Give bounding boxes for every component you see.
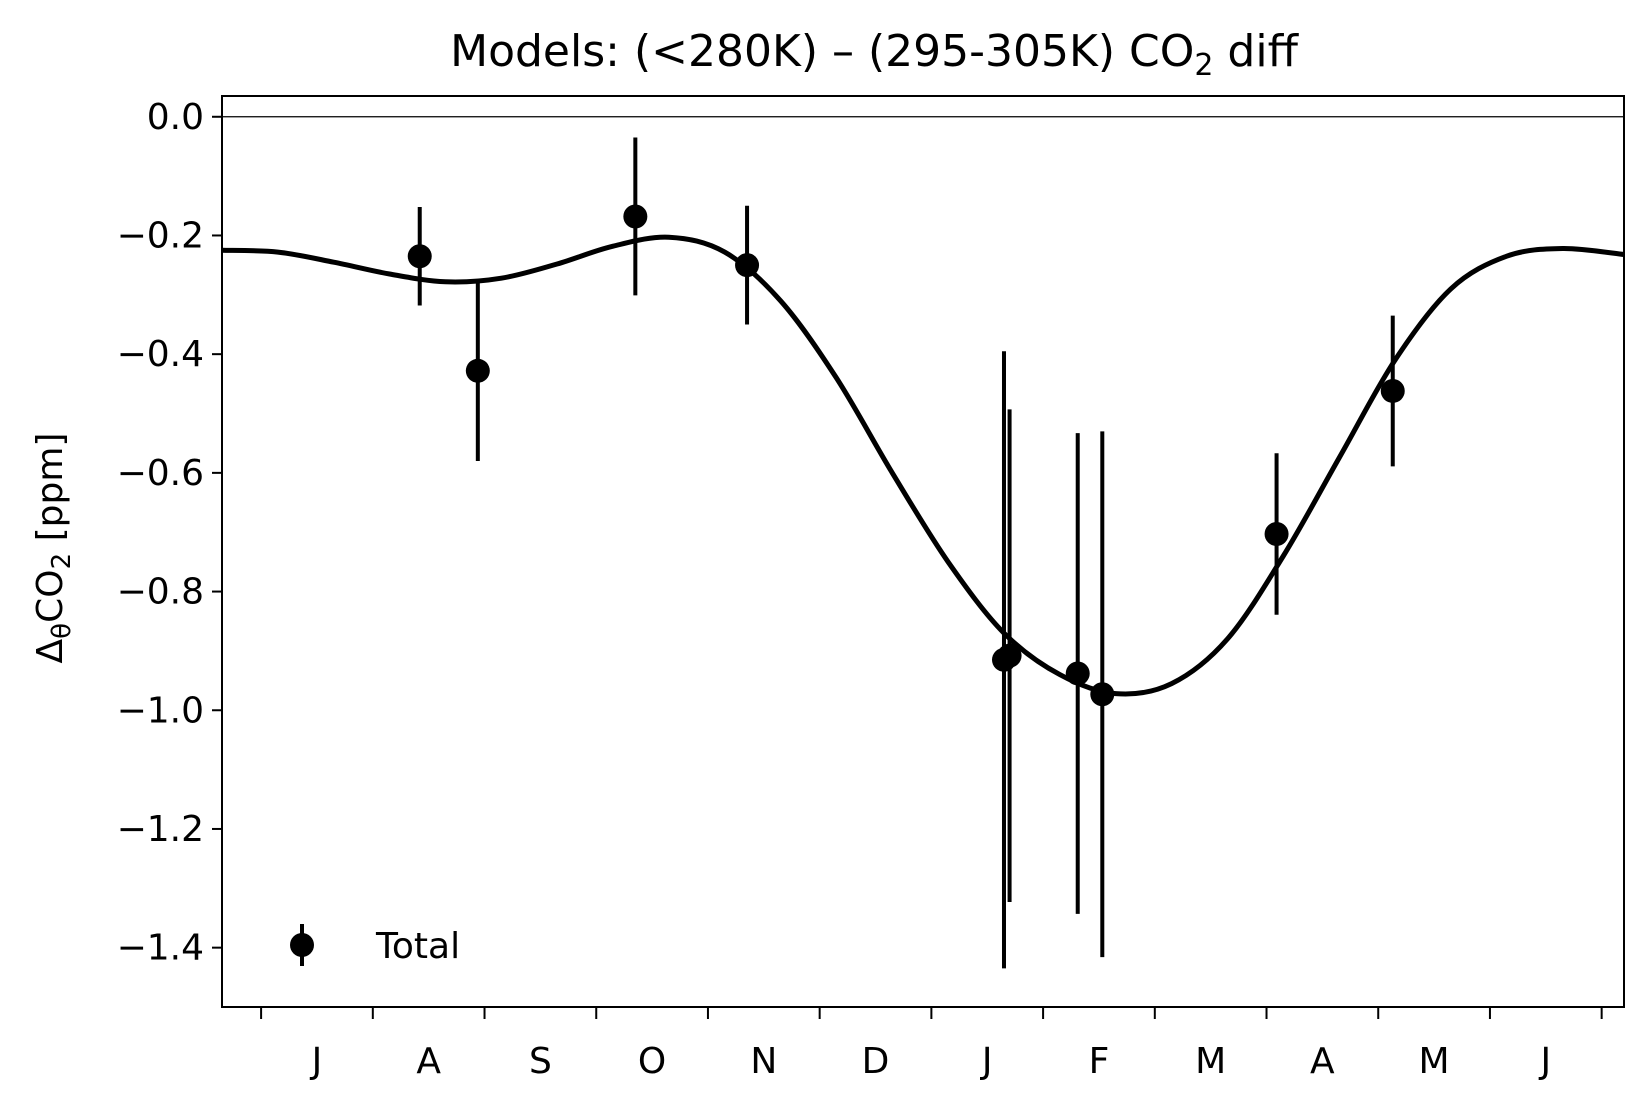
y-tick-label: −0.8: [117, 572, 204, 613]
data-points: [407, 137, 1405, 969]
x-tick-label: D: [862, 1041, 890, 1082]
x-tick-label: A: [416, 1041, 441, 1082]
x-tick-label: A: [1310, 1041, 1335, 1082]
data-point: [623, 204, 648, 229]
data-point: [407, 244, 432, 269]
x-tick-label: S: [529, 1041, 552, 1082]
x-tick-label: F: [1089, 1041, 1110, 1082]
y-tick-label: −1.2: [117, 809, 204, 850]
y-tick-label: −0.6: [117, 453, 204, 494]
x-tick-label: J: [1538, 1041, 1551, 1082]
data-point: [997, 643, 1022, 668]
data-point: [1264, 521, 1289, 546]
fit-curve: [221, 234, 1625, 697]
legend: Total: [290, 924, 460, 967]
x-tick-label: J: [980, 1041, 993, 1082]
y-tick-label: −1.4: [117, 928, 204, 969]
x-tick-label: N: [750, 1041, 777, 1082]
data-point: [735, 253, 760, 278]
x-tick-label: M: [1419, 1041, 1450, 1082]
x-tick-label: O: [638, 1041, 666, 1082]
data-point: [1380, 378, 1405, 403]
y-ticks: 0.0 −0.2 −0.4 −0.6 −0.8 −1.0 −1.2 −1.4: [117, 97, 222, 969]
x-tick-label: M: [1195, 1041, 1226, 1082]
y-tick-label: −0.2: [117, 215, 204, 256]
chart-title: Models: (<280K) – (295-305K) CO2 diff: [450, 26, 1299, 83]
y-tick-label: −0.4: [117, 334, 204, 375]
fit-curve-group: [221, 234, 1625, 697]
plot-frame: [221, 95, 1625, 1008]
data-point: [1065, 661, 1090, 686]
y-tick-label: −1.0: [117, 690, 204, 731]
x-tick-label: J: [310, 1041, 323, 1082]
data-point: [465, 358, 490, 383]
y-axis-label: ΔθCO2 [ppm]: [30, 433, 77, 664]
data-point: [1090, 682, 1115, 707]
legend-label: Total: [375, 926, 460, 967]
y-tick-label: 0.0: [147, 97, 204, 138]
legend-marker: [290, 933, 314, 957]
